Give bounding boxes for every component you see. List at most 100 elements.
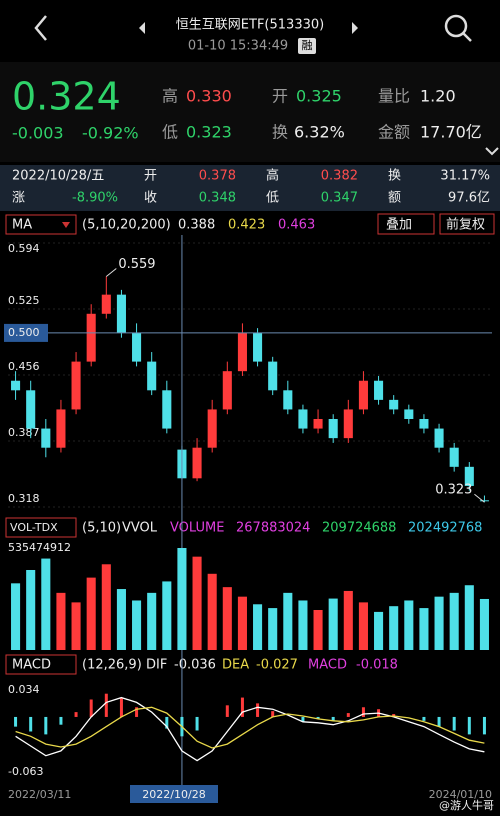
change: -0.003 <box>12 124 64 143</box>
date-label: 2022/03/11 <box>8 788 71 801</box>
dropdown-arrow <box>62 222 70 228</box>
info-label: 收 <box>144 191 157 206</box>
candle-body <box>404 409 414 419</box>
crosshair-date: 2022/10/28 <box>142 788 205 801</box>
change-pct: -0.92% <box>82 124 139 143</box>
indicator-select[interactable] <box>5 517 77 538</box>
stock-title: 恒生互联网ETF(513330) <box>176 18 324 33</box>
dea-line <box>15 706 485 749</box>
crosshair-label: 0.500 <box>8 326 40 339</box>
info-label: 额 <box>388 191 401 206</box>
prev-button[interactable] <box>139 22 145 34</box>
candle-body <box>86 313 96 362</box>
volume-value: 267883024 <box>236 521 310 536</box>
volume-bar <box>11 583 21 650</box>
volume-bar <box>389 606 399 650</box>
expand-button[interactable] <box>485 147 499 156</box>
volume-bar <box>358 602 368 650</box>
volume-value: 202492768 <box>408 521 482 536</box>
indicator-label: VVOL <box>122 521 158 536</box>
value: 0.323 <box>186 123 232 142</box>
candle-body <box>41 428 51 448</box>
volume-bar <box>116 589 126 650</box>
volume-bar <box>41 558 51 650</box>
macd-value: -0.018 <box>356 658 398 673</box>
volume-bar <box>343 590 353 650</box>
ma-value: 0.388 <box>178 218 215 233</box>
volume-bar <box>434 596 444 650</box>
overlay-button[interactable] <box>377 213 435 235</box>
ma-value: 0.463 <box>278 218 315 233</box>
adjust-button[interactable] <box>439 213 495 235</box>
date-label: 2024/01/10 <box>429 788 492 801</box>
indicator-params: (12,26,9) <box>82 658 142 673</box>
label: 高 <box>162 87 178 106</box>
candle-body <box>147 361 157 391</box>
search-button[interactable] <box>444 14 468 38</box>
volume-bar <box>147 592 157 650</box>
volume-bar <box>71 602 81 650</box>
volume-bar <box>207 573 217 650</box>
y-tick-label: 0.387 <box>8 426 40 439</box>
info-value: 97.6亿 <box>448 191 490 206</box>
label: 量比 <box>378 87 410 106</box>
y-tick-label: 535474912 <box>8 541 71 554</box>
crosshair-date-bg <box>130 785 218 803</box>
candle-body <box>464 466 474 486</box>
indicator-select[interactable] <box>5 214 77 235</box>
indicator-name: MA <box>12 218 32 233</box>
candle-body <box>253 332 263 362</box>
next-button[interactable] <box>352 22 358 34</box>
y-tick-label: -0.063 <box>8 765 43 778</box>
macd-label: MACD <box>308 658 347 673</box>
volume-bar <box>177 548 187 650</box>
value: 0.325 <box>296 87 342 106</box>
dif-line <box>15 696 485 762</box>
dea-value: -0.027 <box>256 658 298 673</box>
indicator-name: VOL-TDX <box>10 521 58 534</box>
candle-body <box>207 409 217 448</box>
candle-body <box>374 380 384 400</box>
margin-badge: 融 <box>302 39 313 52</box>
volume-bar <box>162 581 172 650</box>
info-value: 0.382 <box>321 169 358 184</box>
indicator-select[interactable] <box>5 654 77 675</box>
info-value: -8.90% <box>72 191 118 206</box>
volume-bar <box>237 596 247 650</box>
ma-value: 0.423 <box>228 218 265 233</box>
label: 换 <box>272 123 288 142</box>
volume-bar <box>132 600 142 650</box>
back-button[interactable] <box>34 15 47 41</box>
candle-body <box>328 419 338 439</box>
volume-bar <box>192 556 202 650</box>
candle-body <box>26 390 36 429</box>
candle-body <box>419 419 429 429</box>
volume-bar <box>419 608 429 650</box>
volume-bar <box>464 585 474 650</box>
volume-bar <box>283 592 293 650</box>
value: 17.70亿 <box>420 123 482 142</box>
volume-bar <box>298 600 308 650</box>
y-tick-label: 0.456 <box>8 360 40 373</box>
crosshair-label-bg <box>4 323 48 342</box>
info-label: 高 <box>266 168 279 184</box>
candle-body <box>479 500 489 502</box>
volume-value: 209724688 <box>322 521 396 536</box>
indicator-params: (5,10) <box>82 521 121 536</box>
label: 开 <box>272 87 288 106</box>
candle-body <box>343 409 353 439</box>
quote-panel <box>0 62 500 162</box>
info-date: 2022/10/28/五 <box>12 169 104 184</box>
value: 0.330 <box>186 87 232 106</box>
candle-body <box>162 390 172 429</box>
info-label: 低 <box>266 191 279 206</box>
candle-body <box>71 361 81 410</box>
candle-body <box>11 380 21 391</box>
info-value: 0.378 <box>199 169 236 184</box>
y-tick-label: 0.594 <box>8 242 40 255</box>
candle-body <box>283 390 293 410</box>
button-label: 叠加 <box>386 218 412 233</box>
dea-label: DEA <box>222 658 249 673</box>
annotation-line <box>474 493 485 503</box>
